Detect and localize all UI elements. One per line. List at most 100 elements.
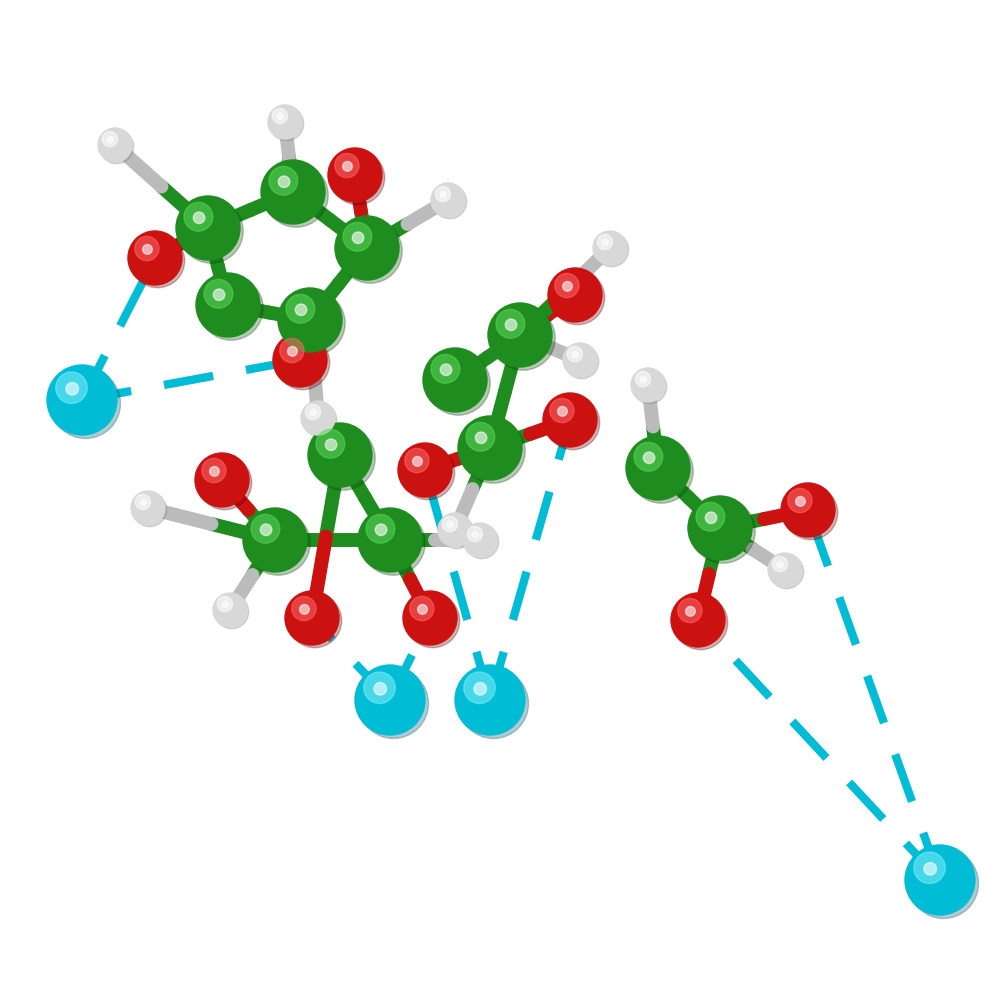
Circle shape	[196, 273, 260, 337]
Circle shape	[102, 131, 118, 147]
Circle shape	[269, 166, 298, 195]
Circle shape	[555, 273, 579, 298]
Circle shape	[50, 368, 120, 438]
Circle shape	[308, 423, 372, 487]
Circle shape	[406, 594, 460, 648]
Circle shape	[213, 593, 247, 627]
Circle shape	[358, 668, 428, 738]
Circle shape	[264, 163, 328, 227]
Circle shape	[914, 852, 945, 884]
Circle shape	[198, 456, 252, 510]
Circle shape	[678, 598, 702, 623]
Circle shape	[413, 456, 422, 466]
Circle shape	[671, 593, 725, 647]
Circle shape	[796, 496, 805, 506]
Circle shape	[423, 348, 487, 412]
Circle shape	[398, 443, 452, 497]
Circle shape	[246, 511, 310, 575]
Circle shape	[176, 196, 240, 260]
Circle shape	[268, 105, 302, 139]
Circle shape	[277, 113, 283, 120]
Circle shape	[548, 268, 602, 322]
Circle shape	[491, 306, 555, 370]
Circle shape	[472, 532, 478, 538]
Circle shape	[563, 282, 572, 291]
Circle shape	[455, 665, 525, 735]
Circle shape	[316, 429, 345, 458]
Circle shape	[496, 309, 525, 338]
Circle shape	[426, 351, 490, 415]
Circle shape	[466, 422, 495, 451]
Circle shape	[338, 219, 402, 283]
Circle shape	[288, 347, 297, 356]
Circle shape	[131, 491, 165, 525]
Circle shape	[280, 338, 304, 363]
Circle shape	[343, 222, 372, 251]
Circle shape	[195, 453, 249, 507]
Circle shape	[310, 410, 316, 416]
Circle shape	[602, 239, 608, 246]
Circle shape	[366, 514, 395, 543]
Circle shape	[475, 432, 487, 444]
Circle shape	[285, 591, 339, 645]
Circle shape	[184, 202, 213, 231]
Circle shape	[401, 446, 455, 500]
Circle shape	[442, 516, 458, 532]
Circle shape	[135, 494, 151, 510]
Circle shape	[505, 319, 517, 331]
Circle shape	[100, 130, 134, 164]
Circle shape	[270, 107, 304, 141]
Circle shape	[193, 212, 205, 224]
Circle shape	[204, 279, 233, 308]
Circle shape	[634, 442, 663, 471]
Circle shape	[261, 160, 325, 224]
Circle shape	[461, 419, 525, 483]
Circle shape	[705, 512, 717, 524]
Circle shape	[295, 304, 307, 316]
Circle shape	[597, 234, 613, 250]
Circle shape	[273, 333, 327, 387]
Circle shape	[179, 199, 243, 263]
Circle shape	[558, 406, 567, 416]
Circle shape	[643, 452, 655, 464]
Circle shape	[325, 439, 337, 451]
Circle shape	[243, 508, 307, 572]
Circle shape	[463, 523, 497, 557]
Circle shape	[403, 591, 457, 645]
Circle shape	[305, 404, 321, 420]
Circle shape	[465, 525, 499, 559]
Circle shape	[311, 426, 375, 490]
Circle shape	[686, 606, 695, 616]
Circle shape	[440, 192, 446, 198]
Circle shape	[438, 513, 472, 547]
Circle shape	[784, 486, 838, 540]
Circle shape	[210, 466, 219, 476]
Circle shape	[458, 416, 522, 480]
Circle shape	[301, 401, 335, 435]
Circle shape	[543, 393, 597, 447]
Circle shape	[215, 595, 249, 629]
Circle shape	[770, 555, 804, 589]
Circle shape	[905, 845, 975, 915]
Circle shape	[431, 183, 465, 217]
Circle shape	[788, 488, 812, 513]
Circle shape	[674, 596, 728, 650]
Circle shape	[300, 604, 309, 614]
Circle shape	[550, 398, 574, 423]
Circle shape	[440, 364, 452, 376]
Circle shape	[352, 232, 364, 244]
Circle shape	[635, 371, 651, 387]
Circle shape	[213, 289, 225, 301]
Circle shape	[374, 682, 386, 695]
Circle shape	[278, 288, 342, 352]
Circle shape	[272, 108, 288, 124]
Circle shape	[276, 336, 330, 390]
Circle shape	[768, 553, 802, 587]
Circle shape	[358, 508, 422, 572]
Circle shape	[199, 276, 263, 340]
Circle shape	[435, 186, 451, 202]
Circle shape	[66, 382, 78, 395]
Circle shape	[355, 665, 425, 735]
Circle shape	[567, 346, 583, 362]
Circle shape	[640, 376, 646, 383]
